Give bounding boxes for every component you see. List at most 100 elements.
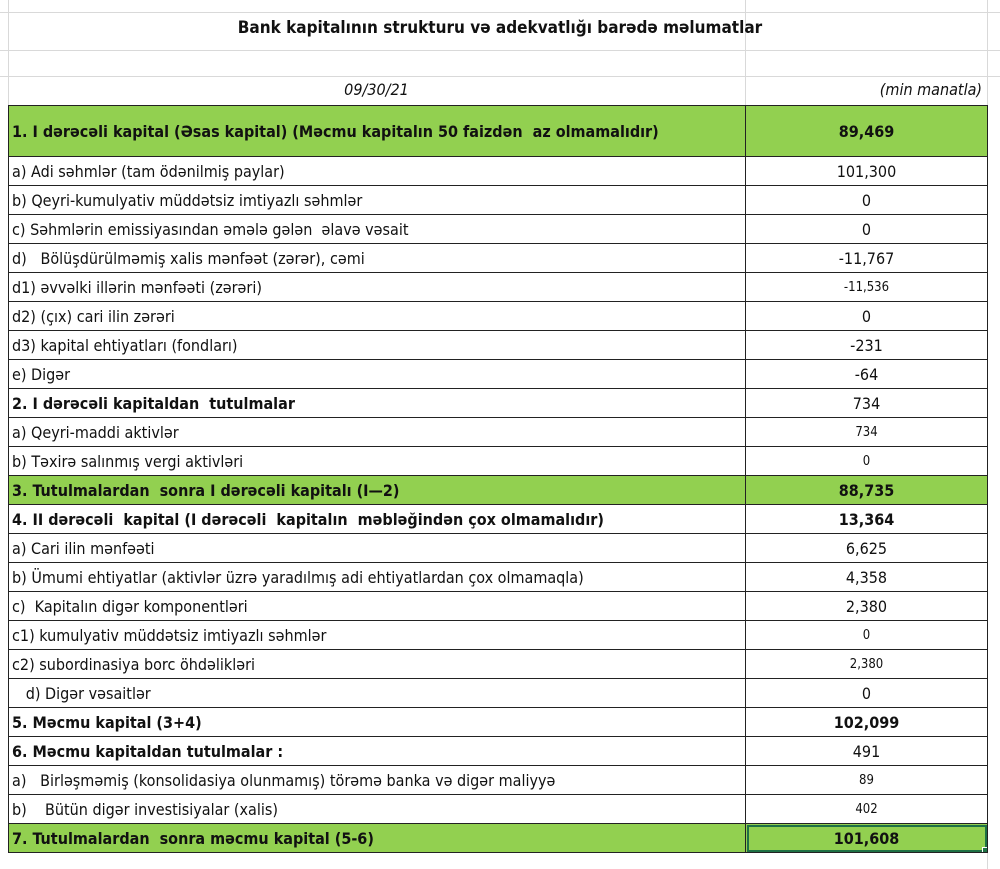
row-value: 88,735 [838,480,895,500]
row-value-cell[interactable]: 102,099 [745,707,988,737]
unit-label: (min manatla) [879,80,982,99]
row-value: 0 [862,627,871,643]
row-value-cell[interactable]: -11,767 [745,243,988,273]
table-row: c) Səhmlərin emissiyasından əmələ gələn … [8,214,988,244]
table-row: 7. Tutulmalardan sonra məcmu kapital (5-… [8,823,988,853]
row-value: 6,625 [845,538,888,558]
table-row: c2) subordinasiya borc öhdəlikləri 2,380 [8,649,988,679]
row-value-cell[interactable]: 0 [745,185,988,215]
row-label-cell[interactable]: 3. Tutulmalardan sonra I dərəcəli kapita… [8,475,746,505]
table-row: a) Birləşməmiş (konsolidasiya olunmamış)… [8,765,988,795]
row-value-cell[interactable]: 13,364 [745,504,988,534]
row-value-cell[interactable]: -64 [745,359,988,389]
row-value: 734 [855,424,878,440]
row-value: 491 [852,741,881,761]
row-label-cell[interactable]: b) Ümumi ehtiyatlar (aktivlər üzrə yarad… [8,562,746,592]
table-row: a) Adi səhmlər (tam ödənilmiş paylar) 101… [8,156,988,186]
row-value: 734 [852,393,881,413]
gridline [8,0,9,105]
table-row: 4. II dərəcəli kapital (I dərəcəli kapit… [8,504,988,534]
row-label-cell[interactable]: c) Kapitalın digər komponentləri [8,591,746,621]
row-value-cell[interactable]: 89 [745,765,988,795]
row-label-cell[interactable]: d) Digər vəsaitlər [8,678,746,708]
row-label-cell[interactable]: d3) kapital ehtiyatları (fondları) [8,330,746,360]
row-label-cell[interactable]: 7. Tutulmalardan sonra məcmu kapital (5-… [8,823,746,853]
table-row: b) Qeyri-kumulyativ müddətsiz imtiyazlı … [8,185,988,215]
gridline [0,12,1000,13]
row-label-cell[interactable]: e) Digər [8,359,746,389]
row-value: 2,380 [845,596,888,616]
row-value: 402 [855,801,878,817]
row-label-cell[interactable]: c1) kumulyativ müddətsiz imtiyazlı səhml… [8,620,746,650]
sheet-title: Bank kapitalının strukturu və adekvatlığ… [237,18,763,38]
report-date: 09/30/21 [344,80,409,99]
table-row: c) Kapitalın digər komponentləri 2,380 [8,591,988,621]
table-row: b) Ümumi ehtiyatlar (aktivlər üzrə yarad… [8,562,988,592]
row-value-cell[interactable]: 734 [745,388,988,418]
row-label-cell[interactable]: a) Cari ilin mənfəəti [8,533,746,563]
row-label-cell[interactable]: b) Bütün digər investisiyalar (xalis) [8,794,746,824]
fill-handle[interactable] [982,847,987,852]
row-value: 0 [861,683,872,703]
row-label-cell[interactable]: 1. I dərəcəli kapital (Əsas kapital) (Mə… [8,105,746,157]
row-label-cell[interactable]: a) Birləşməmiş (konsolidasiya olunmamış)… [8,765,746,795]
row-value: 2,380 [849,656,884,672]
row-label-cell[interactable]: 5. Məcmu kapital (3+4) [8,707,746,737]
capital-table: 1. I dərəcəli kapital (Əsas kapital) (Mə… [8,105,988,853]
table-row: d3) kapital ehtiyatları (fondları) -231 [8,330,988,360]
row-label-cell[interactable]: 2. I dərəcəli kapitaldan tutulmalar [8,388,746,418]
row-label-cell[interactable]: c) Səhmlərin emissiyasından əmələ gələn … [8,214,746,244]
row-value-cell[interactable]: 6,625 [745,533,988,563]
row-value-cell[interactable]: 2,380 [745,649,988,679]
row-value: -11,767 [838,248,895,268]
row-label-cell[interactable]: a) Adi səhmlər (tam ödənilmiş paylar) [8,156,746,186]
row-value-cell[interactable]: 0 [745,214,988,244]
row-label-cell[interactable]: d) Bölüşdürülməmiş xalis mənfəət (zərər)… [8,243,746,273]
row-value: 89,469 [838,121,895,141]
row-value-cell[interactable]: 0 [745,446,988,476]
row-value: 101,608 [833,828,900,848]
row-label-cell[interactable]: 4. II dərəcəli kapital (I dərəcəli kapit… [8,504,746,534]
table-row: b) Təxirə salınmış vergi aktivləri 0 [8,446,988,476]
gridline [0,50,1000,51]
row-value-cell[interactable]: 4,358 [745,562,988,592]
row-value-cell[interactable]: 101,608 [745,823,988,853]
row-value: -64 [854,364,879,384]
table-row: a) Cari ilin mənfəəti 6,625 [8,533,988,563]
gridline [0,76,1000,77]
row-label-cell[interactable]: d1) əvvəlki illərin mənfəəti (zərəri) [8,272,746,302]
table-row: d1) əvvəlki illərin mənfəəti (zərəri) -11… [8,272,988,302]
row-value: 4,358 [845,567,888,587]
row-value: -231 [850,335,883,355]
row-value-cell[interactable]: 402 [745,794,988,824]
row-label-cell[interactable]: b) Qeyri-kumulyativ müddətsiz imtiyazlı … [8,185,746,215]
table-row: a) Qeyri-maddi aktivlər 734 [8,417,988,447]
row-value-cell[interactable]: 88,735 [745,475,988,505]
table-row: e) Digər -64 [8,359,988,389]
row-value: 0 [861,190,872,210]
row-value-cell[interactable]: -11,536 [745,272,988,302]
table-row: 5. Məcmu kapital (3+4) 102,099 [8,707,988,737]
row-value-cell[interactable]: 0 [745,678,988,708]
row-value-cell[interactable]: 2,380 [745,591,988,621]
table-row: c1) kumulyativ müddətsiz imtiyazlı səhml… [8,620,988,650]
row-value-cell[interactable]: 101,300 [745,156,988,186]
table-row: d2) (çıx) cari ilin zərəri 0 [8,301,988,331]
row-value-cell[interactable]: 0 [745,620,988,650]
gridline [745,0,746,105]
row-value-cell[interactable]: 734 [745,417,988,447]
table-row: d) Digər vəsaitlər 0 [8,678,988,708]
row-value: -11,536 [843,279,890,295]
row-value-cell[interactable]: 491 [745,736,988,766]
row-value-cell[interactable]: 0 [745,301,988,331]
row-label-cell[interactable]: c2) subordinasiya borc öhdəlikləri [8,649,746,679]
row-value: 13,364 [838,509,895,529]
row-value: 102,099 [833,712,900,732]
row-label-cell[interactable]: a) Qeyri-maddi aktivlər [8,417,746,447]
row-label-cell[interactable]: d2) (çıx) cari ilin zərəri [8,301,746,331]
row-value-cell[interactable]: -231 [745,330,988,360]
table-row: 3. Tutulmalardan sonra I dərəcəli kapita… [8,475,988,505]
row-label-cell[interactable]: 6. Məcmu kapitaldan tutulmalar : [8,736,746,766]
row-value-cell[interactable]: 89,469 [745,105,988,157]
row-label-cell[interactable]: b) Təxirə salınmış vergi aktivləri [8,446,746,476]
